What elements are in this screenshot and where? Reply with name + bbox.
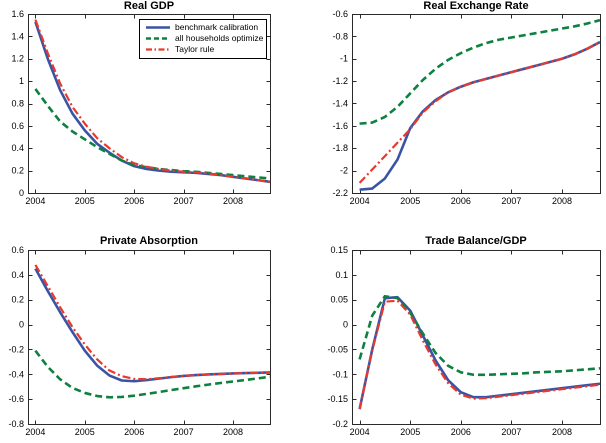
chart-title-trade-balance-gdp: Trade Balance/GDP — [425, 235, 527, 247]
chart-title-private-absorption: Private Absorption — [100, 235, 198, 247]
legend-label: all households optimize — [175, 33, 264, 43]
legend-entry-all-households: all households optimize — [140, 33, 266, 44]
legend: benchmark calibration all households opt… — [139, 19, 267, 59]
subplot-real-exchange-rate: Real Exchange Rate — [303, 0, 606, 221]
legend-label: Taylor rule — [175, 44, 215, 54]
legend-label: benchmark calibration — [175, 22, 259, 32]
legend-entry-taylor-rule: Taylor rule — [140, 44, 266, 55]
trade-balance-gdp-plot-canvas — [303, 221, 606, 443]
real-exchange-rate-plot-canvas — [303, 0, 606, 221]
legend-entry-benchmark: benchmark calibration — [140, 22, 266, 33]
benchmark-line-swatch-icon — [146, 26, 170, 29]
private-absorption-plot-canvas — [0, 221, 303, 443]
taylor-rule-line-swatch-icon — [146, 48, 170, 51]
subplot-private-absorption: Private Absorption — [0, 221, 303, 443]
subplot-trade-balance-gdp: Trade Balance/GDP — [303, 221, 606, 443]
subplot-real-gdp: Real GDP benchmark calibration all house… — [0, 0, 303, 221]
all-households-line-swatch-icon — [146, 37, 170, 40]
chart-title-real-gdp: Real GDP — [123, 0, 175, 12]
chart-title-real-exchange-rate: Real Exchange Rate — [423, 0, 529, 12]
